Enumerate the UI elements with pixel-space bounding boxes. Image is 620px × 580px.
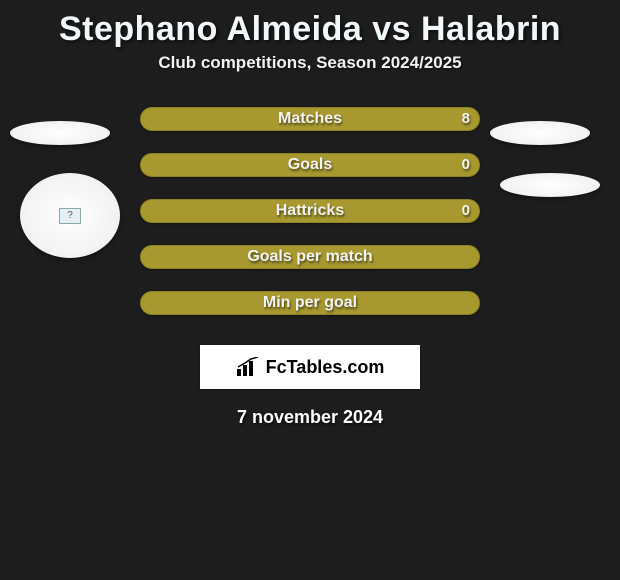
stat-bar: Goals per match (140, 245, 480, 269)
stat-stage: ? Matches8Goals0Hattricks0Goals per matc… (0, 107, 620, 337)
stat-bar-value: 0 (462, 199, 470, 223)
stat-bar: Min per goal (140, 291, 480, 315)
stat-bar-label: Goals (140, 153, 480, 177)
site-logo: FcTables.com (200, 345, 420, 389)
bar-chart-icon (236, 357, 264, 377)
left-badge-large: ? (20, 173, 120, 258)
stat-bar-label: Hattricks (140, 199, 480, 223)
right-badge-mid (500, 173, 600, 197)
flag-icon: ? (59, 208, 81, 224)
right-badge-top (490, 121, 590, 145)
logo-label: FcTables.com (266, 357, 385, 378)
left-badge-top (10, 121, 110, 145)
stat-bar: Matches8 (140, 107, 480, 131)
date-label: 7 november 2024 (0, 407, 620, 428)
stat-bar: Goals0 (140, 153, 480, 177)
page-title: Stephano Almeida vs Halabrin (0, 10, 620, 49)
stat-bar-label: Matches (140, 107, 480, 131)
stat-bar-label: Min per goal (140, 291, 480, 315)
stat-bars: Matches8Goals0Hattricks0Goals per matchM… (140, 107, 480, 337)
page-subtitle: Club competitions, Season 2024/2025 (0, 53, 620, 73)
stat-bar-value: 0 (462, 153, 470, 177)
stat-bar-label: Goals per match (140, 245, 480, 269)
stat-bar: Hattricks0 (140, 199, 480, 223)
stat-bar-value: 8 (462, 107, 470, 131)
site-logo-text: FcTables.com (236, 357, 385, 378)
